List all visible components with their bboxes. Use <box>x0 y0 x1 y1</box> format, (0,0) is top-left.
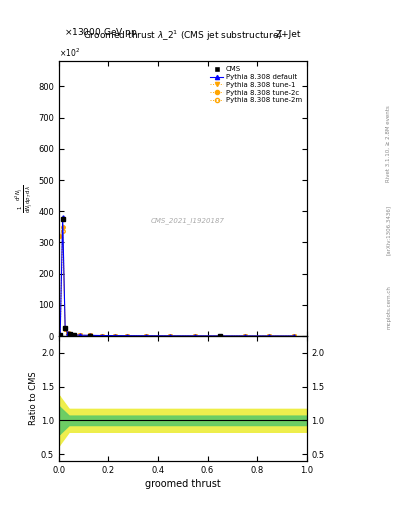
X-axis label: groomed thrust: groomed thrust <box>145 479 220 489</box>
Y-axis label: $\frac{1}{\mathrm{d}N_j}\frac{\mathrm{d}^2N_j}{\mathrm{d}p_T\,\mathrm{d}\lambda}: $\frac{1}{\mathrm{d}N_j}\frac{\mathrm{d}… <box>14 185 35 213</box>
Title: Groomed thrust $\lambda\_2^1$ (CMS jet substructure): Groomed thrust $\lambda\_2^1$ (CMS jet s… <box>83 29 283 43</box>
Legend: CMS, Pythia 8.308 default, Pythia 8.308 tune-1, Pythia 8.308 tune-2c, Pythia 8.3: CMS, Pythia 8.308 default, Pythia 8.308 … <box>209 65 303 104</box>
Text: mcplots.cern.ch: mcplots.cern.ch <box>386 285 391 329</box>
Text: $\times$13000 GeV pp: $\times$13000 GeV pp <box>64 27 138 39</box>
Text: CMS_2021_I1920187: CMS_2021_I1920187 <box>151 217 225 224</box>
Y-axis label: Ratio to CMS: Ratio to CMS <box>29 372 38 425</box>
Text: [arXiv:1306.3436]: [arXiv:1306.3436] <box>386 205 391 255</box>
Text: Z+Jet: Z+Jet <box>276 31 301 39</box>
Text: $\times 10^2$: $\times 10^2$ <box>59 46 80 59</box>
Text: Rivet 3.1.10, ≥ 2.8M events: Rivet 3.1.10, ≥ 2.8M events <box>386 105 391 182</box>
